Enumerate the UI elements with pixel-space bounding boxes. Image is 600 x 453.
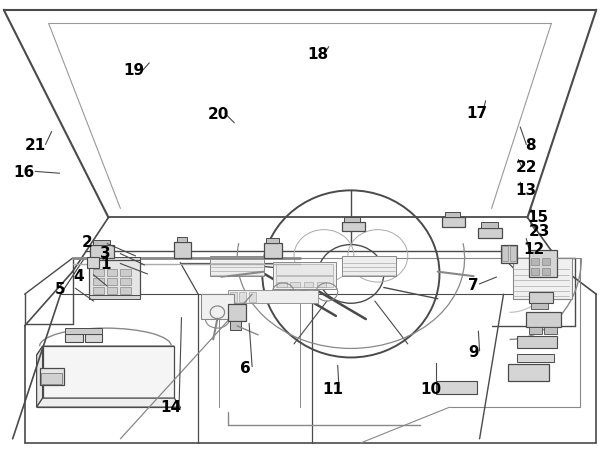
Text: 18: 18 xyxy=(307,48,329,63)
Bar xyxy=(228,304,246,321)
Bar xyxy=(93,278,104,285)
Bar xyxy=(210,256,264,276)
Bar xyxy=(542,258,550,265)
Bar xyxy=(342,222,365,231)
Bar xyxy=(176,237,187,242)
Bar xyxy=(529,327,542,333)
Bar xyxy=(478,228,502,238)
Text: 20: 20 xyxy=(208,107,229,122)
Text: 3: 3 xyxy=(100,246,111,261)
Bar xyxy=(121,269,131,276)
Bar xyxy=(481,222,497,228)
Bar xyxy=(517,354,554,362)
Text: 16: 16 xyxy=(13,165,34,180)
Bar xyxy=(502,246,508,261)
Bar xyxy=(89,260,140,297)
Text: 15: 15 xyxy=(527,210,549,225)
Bar xyxy=(500,245,517,263)
Text: 2: 2 xyxy=(82,235,93,250)
Polygon shape xyxy=(43,346,174,398)
Bar xyxy=(529,292,553,303)
Bar xyxy=(290,283,300,287)
Text: 8: 8 xyxy=(525,138,536,153)
Bar xyxy=(531,268,539,275)
Bar xyxy=(531,258,539,265)
Polygon shape xyxy=(37,346,43,407)
Bar xyxy=(344,217,360,222)
Bar xyxy=(65,333,83,342)
Bar xyxy=(65,328,103,333)
Bar xyxy=(228,290,318,303)
Bar xyxy=(436,381,477,394)
Bar xyxy=(121,287,131,294)
Bar xyxy=(445,212,460,217)
Bar xyxy=(201,294,234,319)
Bar xyxy=(264,243,282,258)
Text: 1: 1 xyxy=(100,257,111,272)
Bar xyxy=(107,278,118,285)
Bar xyxy=(40,368,64,386)
Bar xyxy=(121,278,131,285)
Text: 6: 6 xyxy=(239,361,250,376)
Text: 4: 4 xyxy=(73,269,84,284)
Text: 9: 9 xyxy=(468,346,479,361)
Bar xyxy=(509,246,515,261)
Text: 11: 11 xyxy=(322,381,343,396)
Text: 22: 22 xyxy=(515,160,537,175)
Bar xyxy=(508,364,549,381)
Text: 10: 10 xyxy=(420,381,441,396)
Bar xyxy=(91,246,115,258)
Bar xyxy=(266,238,279,243)
Bar xyxy=(107,287,118,294)
Bar xyxy=(317,283,326,287)
Polygon shape xyxy=(37,346,174,355)
Bar xyxy=(517,336,557,347)
Bar xyxy=(93,287,104,294)
Bar xyxy=(89,295,140,299)
Bar xyxy=(93,269,104,276)
Text: 14: 14 xyxy=(161,400,182,414)
Text: 19: 19 xyxy=(123,63,144,78)
Bar xyxy=(248,292,256,302)
Bar xyxy=(276,276,333,288)
Bar xyxy=(85,333,103,342)
Bar xyxy=(174,242,191,258)
Bar xyxy=(531,303,548,308)
Text: 13: 13 xyxy=(516,183,537,198)
Bar xyxy=(239,292,246,302)
Bar xyxy=(273,262,336,289)
Polygon shape xyxy=(37,398,180,407)
Bar xyxy=(277,283,287,287)
Bar xyxy=(304,283,313,287)
Text: 5: 5 xyxy=(55,282,66,297)
Bar xyxy=(442,217,465,226)
Text: 12: 12 xyxy=(523,241,544,256)
Bar xyxy=(230,321,241,330)
Bar xyxy=(41,373,62,384)
Bar xyxy=(544,327,557,333)
Text: 17: 17 xyxy=(466,106,487,121)
Bar xyxy=(529,250,557,277)
Text: 23: 23 xyxy=(529,223,550,239)
Bar xyxy=(342,256,396,276)
Bar xyxy=(276,264,333,275)
Bar xyxy=(512,258,572,299)
Bar xyxy=(526,312,561,327)
Bar xyxy=(88,257,100,268)
Text: 21: 21 xyxy=(25,138,46,153)
Bar xyxy=(107,269,118,276)
Bar xyxy=(89,257,140,260)
Bar xyxy=(542,268,550,275)
Bar xyxy=(230,292,237,302)
Text: 7: 7 xyxy=(468,278,479,293)
Bar xyxy=(94,240,110,246)
